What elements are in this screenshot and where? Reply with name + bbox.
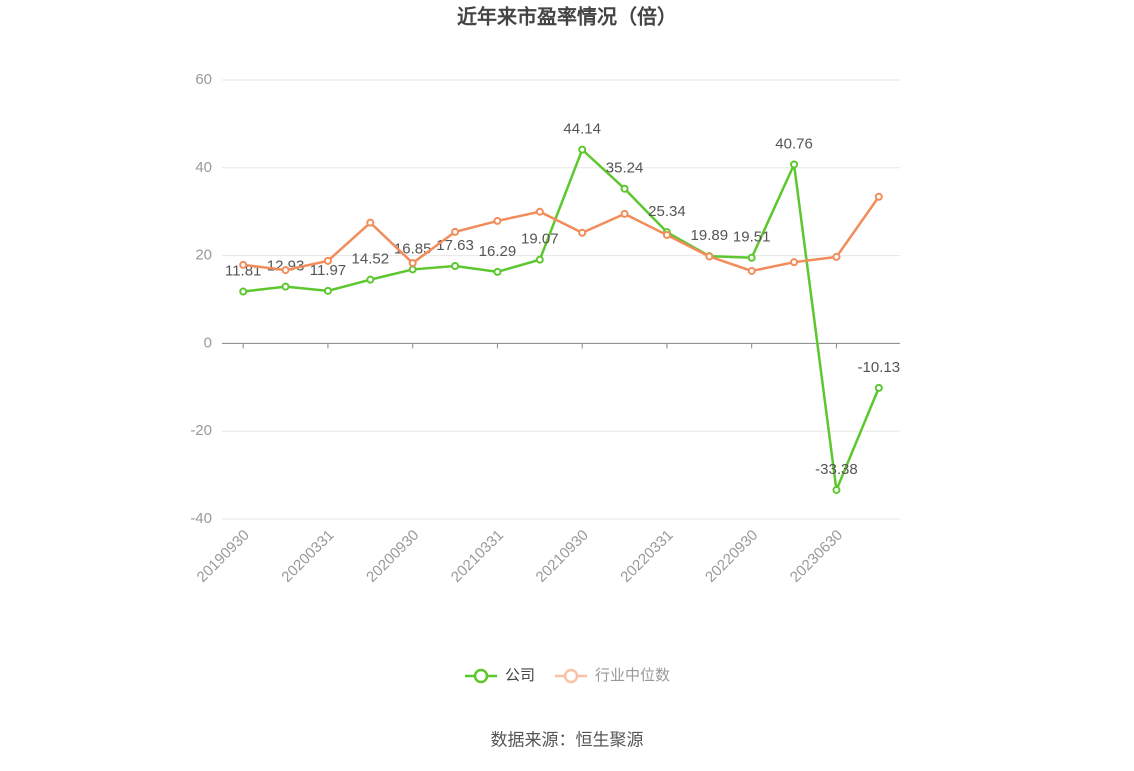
data-label: 14.52 (352, 251, 390, 268)
source-note: 数据来源：恒生聚源 (491, 730, 644, 749)
data-point (578, 228, 587, 237)
data-point (493, 267, 502, 276)
y-tick-label: -40 (190, 510, 212, 527)
data-label: 44.14 (563, 121, 601, 138)
legend-item[interactable]: 行业中位数 (555, 667, 670, 684)
data-point (578, 145, 587, 154)
series-line (243, 196, 880, 273)
y-tick-label: -20 (190, 422, 212, 439)
data-point (281, 282, 290, 291)
y-tick-label: 20 (195, 247, 212, 264)
data-point (408, 259, 417, 268)
data-label: -33.38 (815, 461, 858, 478)
data-point (239, 260, 248, 269)
data-point (874, 383, 883, 392)
data-point (662, 230, 671, 239)
data-point (366, 218, 375, 227)
legend-label: 公司 (505, 667, 535, 684)
legend-marker (473, 668, 489, 684)
data-point (281, 266, 290, 275)
data-point (790, 160, 799, 169)
data-label: 19.51 (733, 229, 771, 246)
data-label: 19.89 (691, 227, 729, 244)
data-label: 11.97 (310, 262, 346, 279)
data-point (366, 275, 375, 284)
x-tick-label: 20220930 (702, 527, 761, 586)
data-label: 16.29 (479, 243, 517, 260)
chart-title: 近年来市盈率情况（倍） (457, 4, 677, 28)
data-point (451, 227, 460, 236)
y-tick-label: 0 (204, 334, 212, 351)
data-point (535, 207, 544, 216)
series-line (243, 147, 880, 495)
data-point (493, 216, 502, 225)
y-tick-label: 60 (195, 71, 212, 88)
x-tick-label: 20190930 (194, 527, 253, 586)
x-tick-label: 20230630 (787, 527, 846, 586)
x-tick-label: 20200930 (363, 527, 422, 586)
data-point (747, 266, 756, 275)
x-tick-label: 20200331 (278, 527, 337, 586)
data-point (620, 209, 629, 218)
data-point (747, 253, 756, 262)
data-label: 17.63 (436, 237, 474, 254)
data-label: 25.34 (648, 203, 686, 220)
data-label: 40.76 (775, 135, 813, 152)
data-point (874, 192, 883, 201)
data-point (705, 252, 714, 261)
legend-label: 行业中位数 (595, 667, 670, 684)
data-label: 35.24 (606, 160, 644, 177)
data-point (451, 262, 460, 271)
data-label: 19.07 (521, 231, 559, 248)
data-point (323, 256, 332, 265)
data-point (832, 252, 841, 261)
data-point (535, 255, 544, 264)
data-point (239, 287, 248, 296)
data-label: -10.13 (858, 359, 901, 376)
data-point (832, 485, 841, 494)
data-point (323, 286, 332, 295)
x-tick-label: 20210331 (448, 527, 507, 586)
data-point (408, 265, 417, 274)
x-tick-label: 20210930 (533, 527, 592, 586)
data-point (790, 258, 799, 267)
legend-marker (563, 668, 579, 684)
data-point (620, 184, 629, 193)
y-tick-label: 40 (195, 159, 212, 176)
legend-item[interactable]: 公司 (465, 667, 535, 684)
x-tick-label: 20220331 (617, 527, 676, 586)
